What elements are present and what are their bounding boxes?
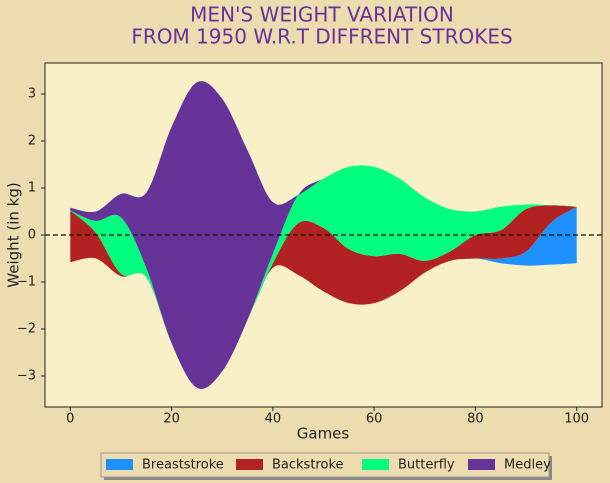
- legend-label: Butterfly: [398, 458, 455, 473]
- legend-label: Medley: [504, 458, 551, 473]
- legend-swatch: [362, 459, 389, 470]
- x-tick-label: 20: [163, 412, 180, 427]
- y-tick-label: 0: [28, 228, 36, 243]
- x-tick-label: 0: [66, 412, 74, 427]
- legend: Breaststroke Backstroke Butterfly Medley: [100, 452, 552, 480]
- chart-title: MEN'S WEIGHT VARIATION: [190, 3, 454, 27]
- stream-area: [70, 165, 577, 389]
- x-tick-label: 100: [564, 412, 589, 427]
- y-tick-label: 1: [28, 181, 36, 196]
- y-axis-label: Weight (in kg): [5, 182, 23, 287]
- x-tick-label: 80: [467, 412, 484, 427]
- legend-swatch: [236, 459, 263, 470]
- y-tick-label: 2: [28, 134, 36, 149]
- y-tick-label: −2: [17, 321, 36, 336]
- legend-label: Backstroke: [272, 458, 344, 473]
- legend-label: Breaststroke: [142, 458, 224, 473]
- chart-title: FROM 1950 W.R.T DIFFRENT STROKES: [131, 25, 512, 49]
- x-axis-label: Games: [297, 425, 350, 443]
- y-tick-label: 3: [28, 87, 36, 102]
- legend-swatch: [106, 459, 133, 470]
- y-tick-label: −3: [17, 368, 36, 383]
- x-tick-label: 40: [265, 412, 282, 427]
- stream-area: [70, 81, 577, 389]
- plot: [45, 81, 602, 389]
- legend-swatch: [468, 459, 495, 470]
- x-tick-label: 60: [366, 412, 383, 427]
- y-tick-label: −1: [17, 274, 36, 289]
- stream-area: [70, 205, 577, 389]
